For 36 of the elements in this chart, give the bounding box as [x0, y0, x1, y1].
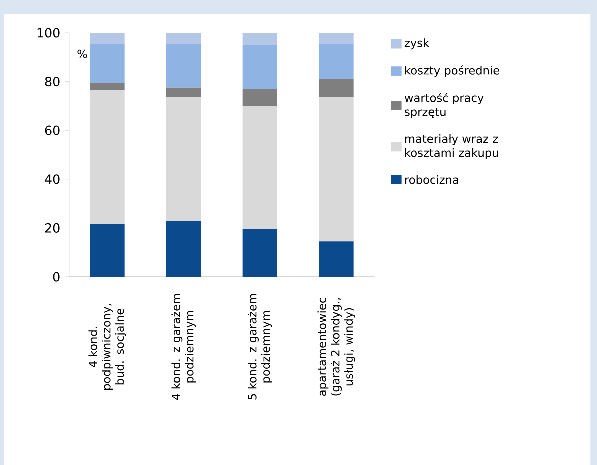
bar — [242, 45, 278, 90]
bar — [166, 44, 202, 88]
bar — [90, 44, 125, 84]
bar — [166, 220, 202, 277]
bar — [166, 33, 202, 44]
y-tick-label: 100 — [38, 28, 60, 38]
y-axis-title: % — [78, 50, 88, 58]
legend-label: zysk — [404, 38, 430, 50]
bar — [90, 33, 125, 44]
y-tick-label: 60 — [45, 126, 60, 136]
bar — [242, 89, 278, 106]
bar — [319, 44, 354, 80]
bar — [90, 83, 125, 90]
bar — [319, 98, 354, 242]
bar — [166, 88, 202, 98]
bar — [319, 242, 354, 277]
legend-label: wartość pracy sprzętu — [404, 93, 484, 118]
y-tick-label: 40 — [45, 174, 60, 184]
y-tick-label: 20 — [45, 223, 60, 233]
legend-label: koszty pośrednie — [406, 66, 500, 78]
legend-label: materiały wraz z kosztami zakupu — [406, 134, 498, 160]
bar — [319, 33, 354, 44]
bar — [90, 90, 125, 225]
y-tick-label: 80 — [45, 77, 60, 87]
bar — [319, 79, 354, 98]
x-tick-label: 4 kond. podpiwniczony, bud. socjalne — [88, 304, 126, 390]
x-tick-label: 5 kond. z garażem podziemnym — [248, 294, 272, 400]
bar — [242, 229, 278, 277]
legend-label: robocizna — [406, 175, 458, 184]
x-tick-label: 4 kond. z garażem podziemnym — [172, 294, 196, 400]
bar — [166, 98, 202, 221]
bar — [242, 106, 278, 230]
x-tick-label: apartamentowiec (garaż 2 kondyg., usługi, windy) — [318, 298, 356, 396]
y-tick-label: 0 — [53, 272, 60, 282]
bar — [242, 33, 278, 46]
bar — [90, 224, 125, 277]
